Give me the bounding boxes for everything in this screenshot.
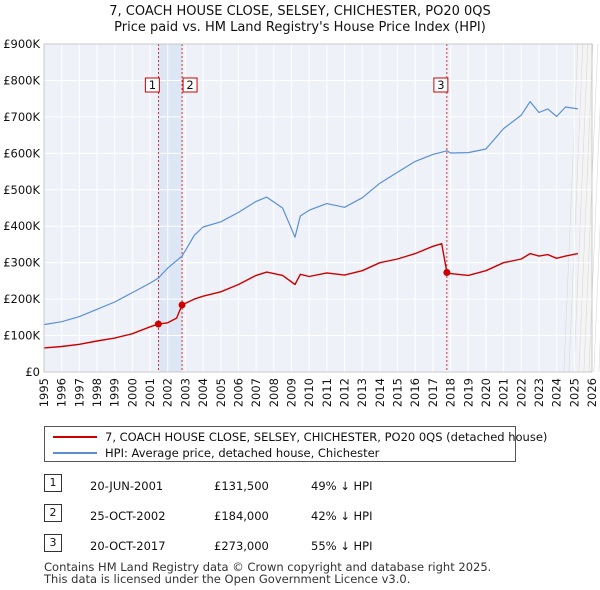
x-tick-label: 2010 (302, 378, 316, 407)
y-tick-label: £300K (3, 256, 40, 270)
chart-title: 7, COACH HOUSE CLOSE, SELSEY, CHICHESTER… (109, 4, 491, 19)
forecast-hatch (568, 43, 584, 373)
sale-date: 25-OCT-2002 (90, 509, 166, 523)
y-tick-label: £500K (3, 183, 40, 197)
sale-hpi-diff: 42% ↓ HPI (311, 509, 373, 523)
x-tick-label: 2003 (178, 378, 192, 407)
plot-background (44, 44, 592, 372)
sale-number-label: 2 (186, 78, 193, 92)
x-tick-label: 2013 (355, 378, 369, 407)
x-tick-label: 2015 (391, 378, 405, 407)
sale-row: 2 25-OCT-2002 £184,000 42% ↓ HPI (44, 502, 464, 532)
sale-marker-badge: 1 (44, 474, 62, 492)
x-tick-label: 2024 (550, 378, 564, 407)
sale-number-box (433, 77, 449, 93)
x-tick-label: 1999 (108, 378, 122, 407)
x-tick-label: 1998 (90, 378, 104, 407)
sale-row: 3 20-OCT-2017 £273,000 55% ↓ HPI (44, 532, 464, 562)
sale-number-label: 3 (437, 78, 444, 92)
y-tick-label: £700K (3, 110, 40, 124)
y-tick-label: £400K (3, 219, 40, 233)
x-tick-label: 2026 (585, 378, 599, 407)
x-tick-label: 2017 (426, 378, 440, 407)
x-tick-label: 2025 (567, 378, 581, 407)
forecast-hatch (573, 43, 589, 373)
x-tick-label: 2014 (373, 378, 387, 407)
legend-swatch-property (53, 436, 97, 438)
hpi-line (43, 101, 578, 326)
y-tick-label: £0 (25, 365, 40, 379)
x-tick-label: 2008 (267, 378, 281, 407)
forecast-hatch (578, 43, 594, 373)
x-tick-label: 1995 (37, 378, 51, 407)
y-tick-label: £800K (3, 73, 40, 87)
forecast-hatch (593, 221, 600, 373)
sale-hpi-diff: 55% ↓ HPI (311, 539, 373, 553)
x-tick-label: 2002 (161, 378, 175, 407)
x-tick-label: 2005 (214, 378, 228, 407)
sale-marker-badge: 2 (44, 504, 62, 522)
sale-point (178, 301, 186, 309)
x-tick-label: 2012 (338, 378, 352, 407)
y-tick-label: £600K (3, 146, 40, 160)
footer: Contains HM Land Registry data © Crown c… (44, 561, 491, 585)
plot-border (43, 43, 593, 373)
x-tick-label: 2001 (143, 378, 157, 407)
forecast-region (577, 44, 592, 372)
x-tick-label: 2019 (461, 378, 475, 407)
legend-swatch-hpi (53, 452, 97, 454)
x-tick-label: 2016 (408, 378, 422, 407)
legend-item-hpi: HPI: Average price, detached house, Chic… (53, 445, 379, 461)
sale-price: £131,500 (214, 479, 269, 493)
sale-date: 20-JUN-2001 (90, 479, 164, 493)
footer-license: This data is licensed under the Open Gov… (44, 572, 411, 586)
sale-date: 20-OCT-2017 (90, 539, 166, 553)
sale-number-box (182, 77, 198, 93)
sale-point (443, 269, 451, 277)
x-tick-label: 1996 (55, 378, 69, 407)
x-tick-label: 2000 (125, 378, 139, 407)
y-tick-label: £200K (3, 292, 40, 306)
legend: 7, COACH HOUSE CLOSE, SELSEY, CHICHESTER… (44, 426, 547, 462)
chart-subtitle: Price paid vs. HM Land Registry's House … (114, 20, 486, 35)
sale-price: £184,000 (214, 509, 269, 523)
y-tick-label: £900K (3, 37, 40, 51)
y-tick-label: £100K (3, 329, 40, 343)
legend-item-property: 7, COACH HOUSE CLOSE, SELSEY, CHICHESTER… (53, 429, 547, 445)
x-tick-label: 2006 (231, 378, 245, 407)
x-tick-label: 2009 (284, 378, 298, 407)
sale-price: £273,000 (214, 539, 269, 553)
forecast-hatch (588, 103, 600, 373)
x-tick-label: 2023 (532, 378, 546, 407)
sale-hpi-diff: 49% ↓ HPI (311, 479, 373, 493)
x-tick-label: 2021 (497, 378, 511, 407)
forecast-hatch (563, 43, 579, 373)
price-chart: 7, COACH HOUSE CLOSE, SELSEY, CHICHESTER… (3, 4, 600, 407)
x-tick-label: 2011 (320, 378, 334, 407)
x-tick-label: 2022 (514, 378, 528, 407)
x-tick-label: 2018 (444, 378, 458, 407)
legend-label-hpi: HPI: Average price, detached house, Chic… (105, 446, 380, 460)
x-tick-label: 1997 (72, 378, 86, 407)
forecast-hatch (583, 43, 599, 373)
sale-marker-badge: 3 (44, 534, 62, 552)
footer-copyright: Contains HM Land Registry data © Crown c… (44, 560, 492, 574)
sales-table: 1 20-JUN-2001 £131,500 49% ↓ HPI 2 25-OC… (44, 472, 464, 562)
x-tick-label: 2007 (249, 378, 263, 407)
x-tick-label: 2004 (196, 378, 210, 407)
sale-number-label: 1 (149, 78, 156, 92)
sale-interval-shade (158, 44, 183, 372)
x-tick-label: 2020 (479, 378, 493, 407)
sale-point (154, 320, 162, 328)
legend-label-property: 7, COACH HOUSE CLOSE, SELSEY, CHICHESTER… (105, 430, 548, 444)
sale-row: 1 20-JUN-2001 £131,500 49% ↓ HPI (44, 472, 464, 502)
sale-number-box (144, 77, 160, 93)
plot-area: £0 £100K £200K £300K £400K £500K £600K £700K £80… (3, 37, 600, 407)
